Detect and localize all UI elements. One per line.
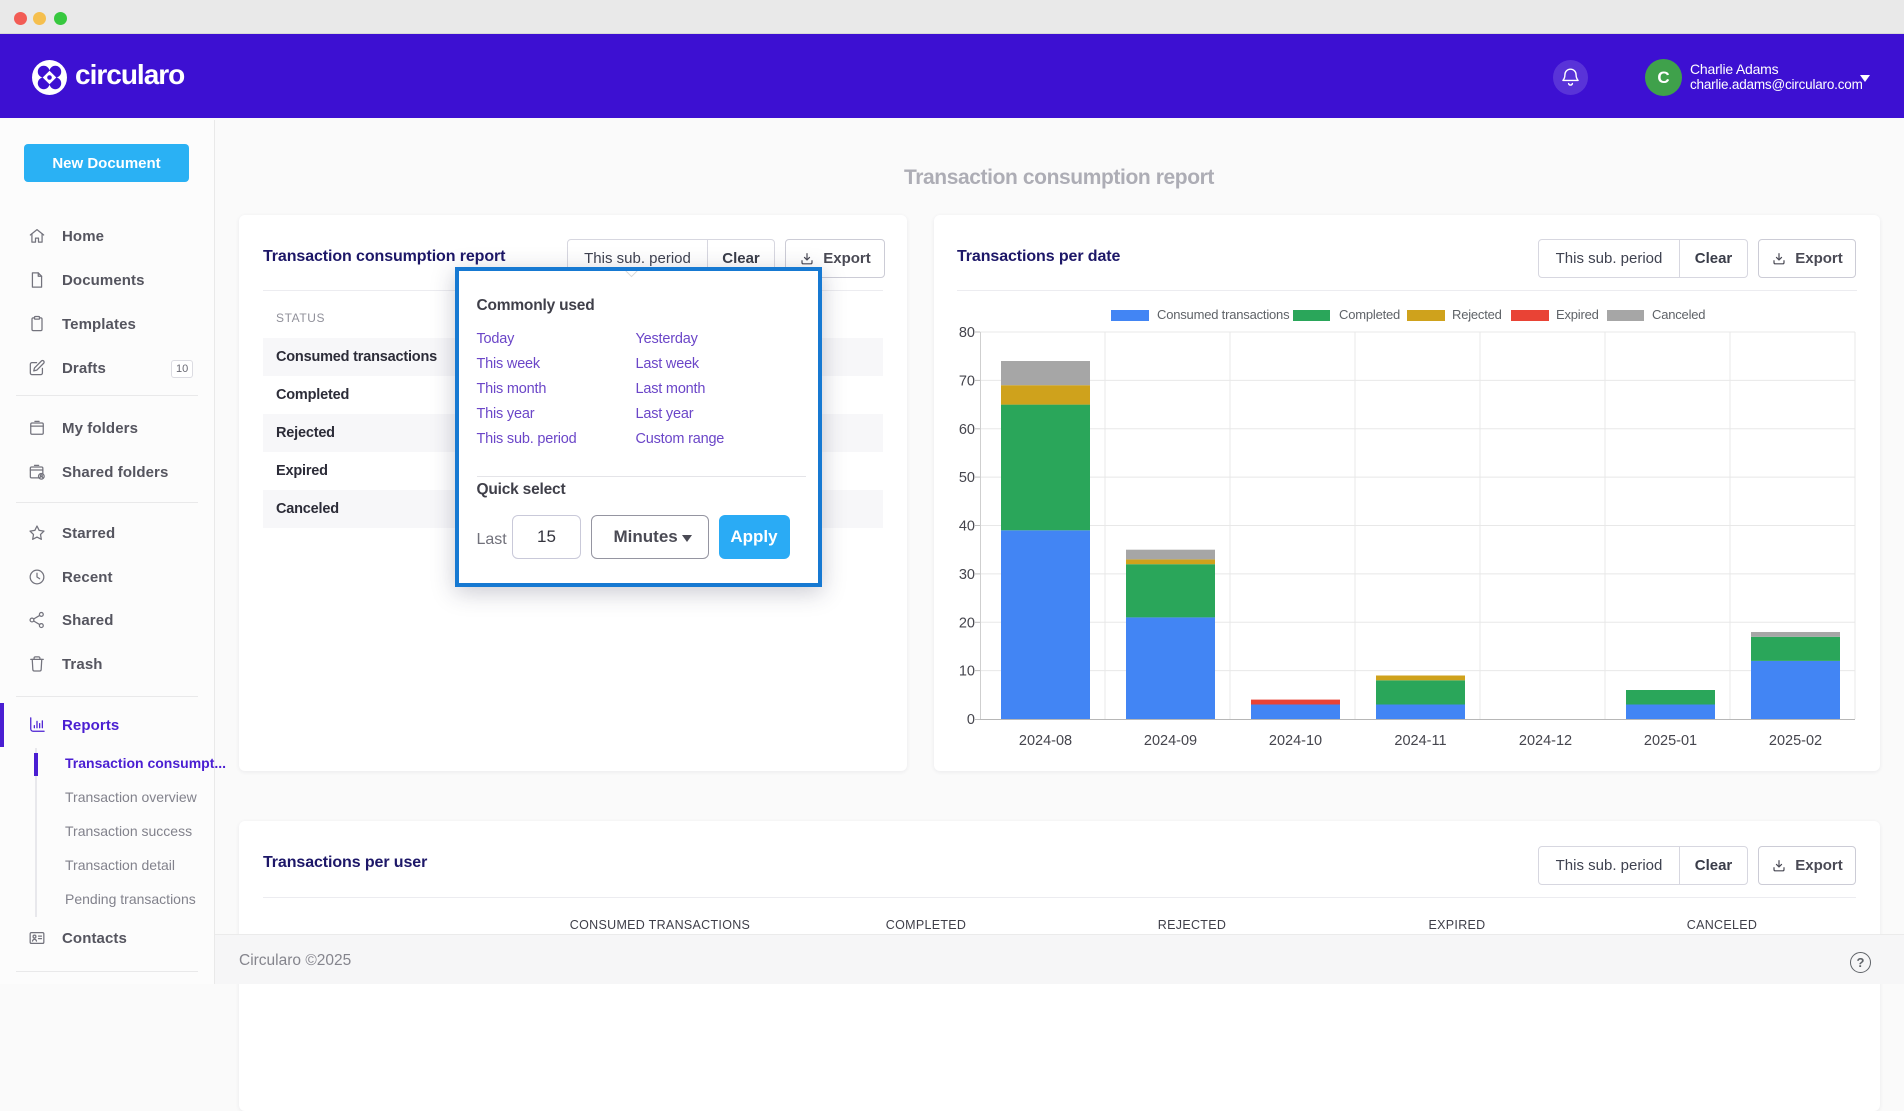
- svg-text:50: 50: [959, 470, 975, 486]
- svg-text:2024-10: 2024-10: [1269, 733, 1322, 749]
- svg-text:0: 0: [967, 712, 975, 728]
- svg-text:2025-01: 2025-01: [1644, 733, 1697, 749]
- svg-text:2024-11: 2024-11: [1394, 733, 1446, 749]
- svg-text:10: 10: [959, 664, 975, 680]
- svg-text:2024-12: 2024-12: [1519, 733, 1572, 749]
- svg-text:2024-08: 2024-08: [1019, 733, 1072, 749]
- svg-text:2025-02: 2025-02: [1769, 733, 1822, 749]
- svg-text:30: 30: [959, 567, 975, 583]
- svg-text:70: 70: [959, 373, 975, 389]
- svg-text:80: 80: [959, 325, 975, 341]
- svg-text:2024-09: 2024-09: [1144, 733, 1197, 749]
- svg-text:60: 60: [959, 422, 975, 438]
- svg-text:40: 40: [959, 519, 975, 535]
- svg-text:20: 20: [959, 615, 975, 631]
